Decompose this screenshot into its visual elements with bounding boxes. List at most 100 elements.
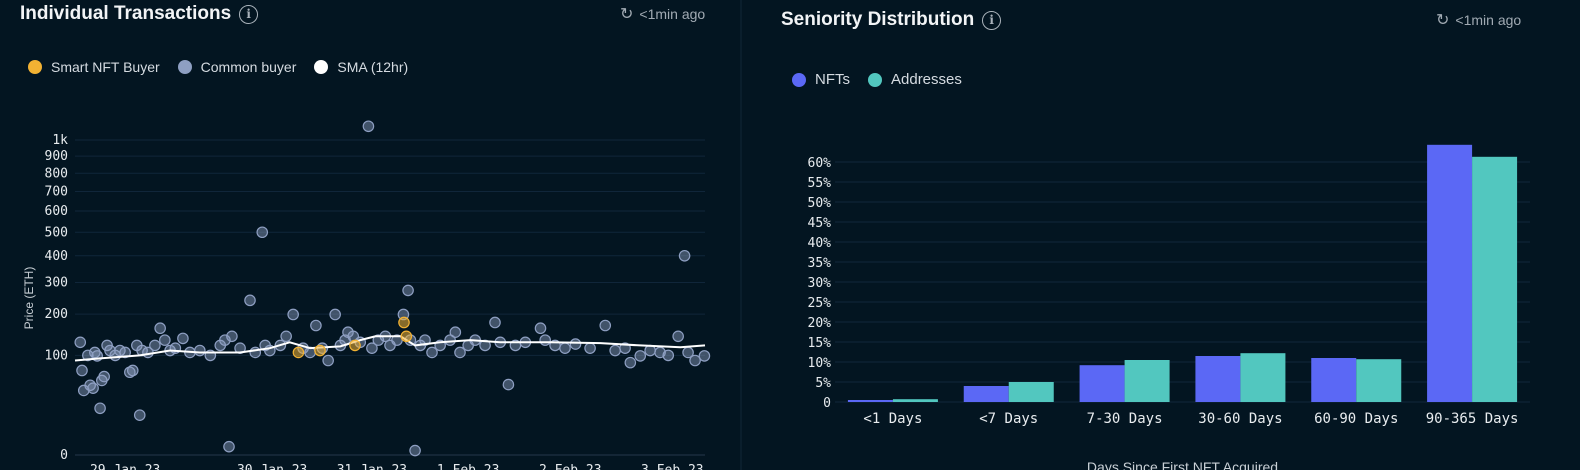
y-tick-label: 40% xyxy=(808,236,832,251)
common-buyer-point xyxy=(244,294,256,307)
y-tick-label: 45% xyxy=(808,216,832,231)
common-buyer-point xyxy=(159,334,171,346)
bar-addresses xyxy=(1472,156,1518,402)
x-tick-label: 3 Feb 23 xyxy=(641,463,704,470)
y-tick-label: 15% xyxy=(808,336,832,351)
legend-item-sma[interactable]: SMA (12hr) xyxy=(314,59,408,75)
legend-label: NFTs xyxy=(815,71,850,88)
legend-label: Smart NFT Buyer xyxy=(51,59,160,75)
y-tick-label: 10% xyxy=(808,356,832,371)
common-buyer-point xyxy=(454,346,466,359)
x-tick-label: 1 Feb 23 xyxy=(437,463,500,470)
y-tick-label: 50% xyxy=(808,196,832,211)
common-buyer-point xyxy=(310,319,322,332)
common-buyer-point xyxy=(662,349,675,362)
bar-nfts xyxy=(1195,356,1241,402)
legend-dot-icon xyxy=(314,60,329,74)
bar-nfts xyxy=(1427,144,1473,403)
common-buyer-point xyxy=(366,342,378,354)
bar-nfts xyxy=(963,386,1009,402)
x-tick-label: 60-90 Days xyxy=(1314,411,1398,427)
y-tick-label: 200 xyxy=(45,307,68,322)
y-axis-title: Price (ETH) xyxy=(22,267,36,330)
panel-title-text: Individual Transactions xyxy=(20,3,232,24)
y-tick-label: 25% xyxy=(808,296,832,311)
legend-dot-icon xyxy=(868,72,882,87)
y-tick-label: 0 xyxy=(823,396,831,411)
chart-legend: NFTs Addresses xyxy=(792,71,962,88)
bar-nfts xyxy=(1079,365,1125,402)
common-buyer-point xyxy=(409,444,421,457)
bar-addresses xyxy=(892,399,938,402)
y-tick-label: 700 xyxy=(45,184,68,199)
panel-title: Individual Transactions i xyxy=(20,3,259,25)
y-tick-label: 1k xyxy=(52,133,68,148)
common-buyer-point xyxy=(689,354,701,367)
legend-label: Common buyer xyxy=(200,59,297,75)
common-buyer-point xyxy=(634,350,647,362)
common-buyer-point xyxy=(402,284,414,297)
y-tick-label: 100 xyxy=(45,348,68,363)
y-tick-label: 900 xyxy=(45,149,68,164)
legend-item-nfts[interactable]: NFTs xyxy=(792,71,850,88)
common-buyer-point xyxy=(502,378,515,391)
y-tick-label: 30% xyxy=(808,276,832,291)
y-tick-label: 800 xyxy=(45,166,68,181)
info-icon[interactable]: i xyxy=(982,10,1002,30)
common-buyer-point xyxy=(133,409,146,421)
common-buyer-point xyxy=(584,342,596,354)
common-buyer-point xyxy=(489,316,501,329)
legend-item-smart-buyer[interactable]: Smart NFT Buyer xyxy=(28,59,160,75)
legend-dot-icon xyxy=(792,72,806,87)
bar-nfts xyxy=(847,400,893,402)
x-tick-label: 30 Jan 23 xyxy=(237,463,307,470)
x-tick-label: 90-365 Days xyxy=(1426,411,1519,427)
y-tick-label: 500 xyxy=(45,225,68,240)
info-icon[interactable]: i xyxy=(239,4,259,24)
y-tick-label: 60% xyxy=(808,156,832,171)
panel-title-text: Seniority Distribution xyxy=(781,9,975,30)
legend-item-common-buyer[interactable]: Common buyer xyxy=(177,59,297,75)
common-buyer-point xyxy=(539,334,551,346)
chart-legend: Smart NFT Buyer Common buyer SMA (12hr) xyxy=(28,59,408,75)
common-buyer-point xyxy=(119,346,131,359)
common-buyer-point xyxy=(177,332,189,345)
x-tick-label: 7-30 Days xyxy=(1087,411,1163,427)
common-buyer-point xyxy=(223,440,235,453)
common-buyer-point xyxy=(287,308,299,321)
y-tick-label: 5% xyxy=(815,376,831,391)
common-buyer-point xyxy=(149,339,161,352)
seniority-distribution-panel: Seniority Distribution i ↻ <1min ago NFT… xyxy=(742,0,1580,470)
y-tick-label: 0 xyxy=(60,448,68,463)
last-updated: ↻ <1min ago xyxy=(1436,10,1521,30)
refresh-clock-icon[interactable]: ↻ xyxy=(620,6,634,23)
common-buyer-point xyxy=(194,344,206,357)
common-buyer-point xyxy=(419,334,431,346)
smart-buyer-point xyxy=(398,316,410,329)
common-buyer-point xyxy=(322,354,334,367)
common-buyer-point xyxy=(362,120,375,133)
bar-addresses xyxy=(1240,353,1286,402)
x-tick-label: 2 Feb 23 xyxy=(539,463,602,470)
bar-addresses xyxy=(1008,382,1054,402)
common-buyer-point xyxy=(76,364,88,377)
refresh-clock-icon[interactable]: ↻ xyxy=(1436,12,1450,29)
panel-divider xyxy=(740,0,742,470)
seniority-bar-chart: 0 5% 10% 15% 20% 25% 30% 35% 40% 45% 50% 55% 60% <1 D… xyxy=(808,144,1530,470)
y-tick-label: 20% xyxy=(808,316,832,331)
y-tick-label: 600 xyxy=(45,204,68,219)
smart-buyer-point xyxy=(400,330,413,343)
common-buyer-point xyxy=(329,308,341,321)
legend-label: SMA (12hr) xyxy=(337,59,409,75)
panel-title: Seniority Distribution i xyxy=(781,9,1002,31)
common-buyer-point xyxy=(126,364,139,377)
last-updated-text: <1min ago xyxy=(639,6,706,22)
common-buyer-point xyxy=(672,330,684,343)
common-buyer-point xyxy=(226,330,238,343)
common-buyer-point xyxy=(599,319,612,332)
y-tick-label: 35% xyxy=(808,256,832,271)
legend-item-addresses[interactable]: Addresses xyxy=(868,71,962,88)
common-buyer-point xyxy=(98,370,110,383)
last-updated-text: <1min ago xyxy=(1455,12,1522,28)
